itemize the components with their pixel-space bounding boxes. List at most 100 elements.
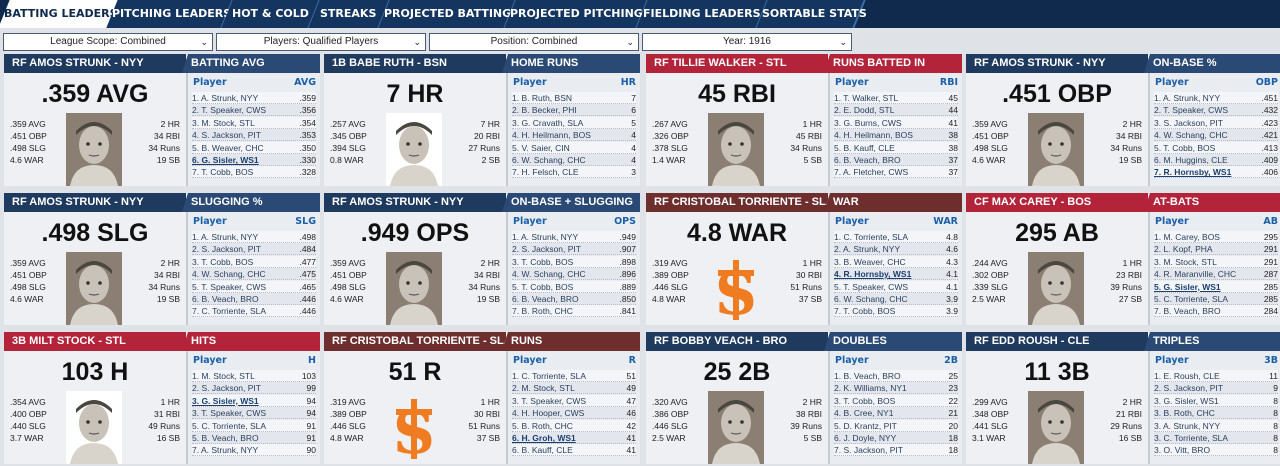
leaderboard-row[interactable]: 7. B. Roth, CHC .841 xyxy=(512,305,636,318)
leader-name[interactable]: 1. A. Strunk, NYY xyxy=(1154,93,1221,103)
leaderboard-row[interactable]: 1. A. Strunk, NYY .949 xyxy=(512,231,636,243)
leader-name[interactable]: 3. G. Sisler, WS1 xyxy=(192,395,259,406)
leaderboard-row[interactable]: 5. B. Veach, BRO 91 xyxy=(192,432,316,444)
leaderboard-row[interactable]: 7. T. Cobb, BOS .328 xyxy=(192,166,316,179)
leaderboard-row[interactable]: 6. J. Doyle, NYY 18 xyxy=(834,432,958,444)
leader-name[interactable]: 6. H. Groh, WS1 xyxy=(512,433,576,443)
leaderboard-row[interactable]: 6. B. Kauff, CLE 41 xyxy=(512,444,636,457)
leader-name[interactable]: 4. W. Schang, CHC xyxy=(192,269,266,280)
leaderboard-row[interactable]: 6. W. Schang, CHC 4 xyxy=(512,154,636,166)
leader-name[interactable]: 3. O. Vitt, BRO xyxy=(1154,445,1211,456)
leaderboard-row[interactable]: 2. B. Becker, PHI 6 xyxy=(512,104,636,117)
leaderboard-row[interactable]: 6. G. Sisler, WS1 .330 xyxy=(192,154,316,166)
leaderboard-row[interactable]: 1. B. Ruth, BSN 7 xyxy=(512,92,636,104)
leaderboard-row[interactable]: 4. R. Maranville, CHC 287 xyxy=(1154,268,1278,281)
stat-column-header[interactable]: 3B xyxy=(1264,355,1278,366)
leader-name[interactable]: 3. M. Stock, STL xyxy=(1154,256,1217,267)
leader-name[interactable]: 3. B. Roth, CHC xyxy=(1154,408,1215,419)
leader-name[interactable]: 7. B. Roth, CHC xyxy=(512,306,573,317)
leaderboard-row[interactable]: 3. G. Cravath, SLA 5 xyxy=(512,116,636,129)
leaderboard-row[interactable]: 1. A. Strunk, NYY .498 xyxy=(192,231,316,243)
leaderboard-row[interactable]: 7. A. Fletcher, CWS 37 xyxy=(834,166,958,179)
player-column-header[interactable]: Player xyxy=(1155,216,1189,227)
leader-name[interactable]: 1. A. Strunk, NYY xyxy=(512,232,579,242)
leaderboard-row[interactable]: 3. G. Burns, CWS 41 xyxy=(834,116,958,129)
leader-name[interactable]: 2. E. Dodd, STL xyxy=(834,105,895,116)
player-name-header[interactable]: RF AMOS STRUNK - NYY xyxy=(966,54,1148,73)
leaderboard-row[interactable]: 6. M. Huggins, CLE .409 xyxy=(1154,154,1278,166)
stat-column-header[interactable]: SLG xyxy=(295,216,316,227)
player-name-header[interactable]: RF EDD ROUSH - CLE xyxy=(966,332,1148,351)
leader-name[interactable]: 1. T. Walker, STL xyxy=(834,93,899,103)
leaderboard-row[interactable]: 1. M. Carey, BOS 295 xyxy=(1154,231,1278,243)
leaderboard-row[interactable]: 6. B. Veach, BRO .850 xyxy=(512,293,636,305)
leaderboard-row[interactable]: 3. T. Cobb, BOS .477 xyxy=(192,255,316,268)
leaderboard-row[interactable]: 5. C. Torriente, SLA 285 xyxy=(1154,293,1278,305)
leaderboard-row[interactable]: 2. T. Speaker, CWS .356 xyxy=(192,104,316,117)
leaderboard-row[interactable]: 5. T. Cobb, BOS .413 xyxy=(1154,141,1278,154)
leader-name[interactable]: 1. C. Torriente, SLA xyxy=(834,232,909,242)
player-name-header[interactable]: RF AMOS STRUNK - NYY xyxy=(4,54,186,73)
leader-name[interactable]: 2. B. Becker, PHI xyxy=(512,105,577,116)
leader-name[interactable]: 3. G. Sisler, WS1 xyxy=(1154,395,1219,406)
stat-column-header[interactable]: 2B xyxy=(944,355,958,366)
leader-name[interactable]: 6. M. Huggins, CLE xyxy=(1154,155,1228,165)
leaderboard-row[interactable]: 5. T. Cobb, BOS .889 xyxy=(512,280,636,293)
player-name-header[interactable]: RF CRISTOBAL TORRIENTE - SLA xyxy=(324,332,506,351)
stat-column-header[interactable]: AVG xyxy=(294,77,316,88)
leaderboard-row[interactable]: 7. R. Hornsby, WS1 .406 xyxy=(1154,166,1278,179)
leaderboard-row[interactable]: 5. T. Speaker, CWS 4.1 xyxy=(834,280,958,293)
leader-name[interactable]: 7. T. Cobb, BOS xyxy=(192,167,254,178)
leader-name[interactable]: 2. S. Jackson, PIT xyxy=(1154,383,1223,394)
player-column-header[interactable]: Player xyxy=(193,216,227,227)
leaderboard-row[interactable]: 4. H. Heilmann, BOS 38 xyxy=(834,129,958,142)
tab-batting-leaders[interactable]: BATTING LEADERS xyxy=(0,0,120,28)
leaderboard-row[interactable]: 7. B. Veach, BRO 284 xyxy=(1154,305,1278,318)
player-name-header[interactable]: RF TILLIE WALKER - STL xyxy=(646,54,828,73)
leaderboard-row[interactable]: 3. C. Torriente, SLA 8 xyxy=(1154,432,1278,444)
leader-name[interactable]: 6. B. Veach, BRO xyxy=(834,155,901,165)
leader-name[interactable]: 7. R. Hornsby, WS1 xyxy=(1154,167,1232,178)
leaderboard-row[interactable]: 4. H. Hooper, CWS 46 xyxy=(512,407,636,420)
leader-name[interactable]: 3. T. Speaker, CWS xyxy=(512,395,587,406)
leader-name[interactable]: 7. C. Torriente, SLA xyxy=(192,306,267,317)
leaderboard-row[interactable]: 3. M. Stock, STL 291 xyxy=(1154,255,1278,268)
leader-name[interactable]: 6. B. Veach, BRO xyxy=(512,294,579,304)
leaderboard-row[interactable]: 3. M. Stock, STL .354 xyxy=(192,116,316,129)
leader-name[interactable]: 6. J. Doyle, NYY xyxy=(834,433,897,443)
leader-name[interactable]: 5. B. Veach, BRO xyxy=(192,433,259,443)
leader-name[interactable]: 5. C. Torriente, SLA xyxy=(1154,294,1229,304)
leaderboard-row[interactable]: 3. T. Cobb, BOS .898 xyxy=(512,255,636,268)
leaderboard-row[interactable]: 4. B. Cree, NY1 21 xyxy=(834,407,958,420)
leader-name[interactable]: 5. C. Torriente, SLA xyxy=(192,420,267,431)
stat-column-header[interactable]: OBP xyxy=(1255,77,1278,88)
leaderboard-row[interactable]: 3. S. Jackson, PIT .423 xyxy=(1154,116,1278,129)
leader-name[interactable]: 4. H. Hooper, CWS xyxy=(512,408,585,419)
leaderboard-row[interactable]: 1. B. Veach, BRO 25 xyxy=(834,370,958,382)
leader-name[interactable]: 1. M. Carey, BOS xyxy=(1154,232,1220,242)
leader-name[interactable]: 4. W. Schang, CHC xyxy=(1154,130,1228,141)
leaderboard-row[interactable]: 5. C. Torriente, SLA 91 xyxy=(192,419,316,432)
player-column-header[interactable]: Player xyxy=(513,355,547,366)
player-name-header[interactable]: 1B BABE RUTH - BSN xyxy=(324,54,506,73)
tab-projected-batting[interactable]: PROJECTED BATTING xyxy=(378,0,517,28)
leaderboard-row[interactable]: 5. T. Speaker, CWS .465 xyxy=(192,280,316,293)
position-select[interactable]: Position: Combined ⌄ xyxy=(429,33,639,51)
leaderboard-row[interactable]: 3. B. Roth, CHC 8 xyxy=(1154,407,1278,420)
stat-column-header[interactable]: HR xyxy=(620,77,636,88)
leader-name[interactable]: 2. A. Strunk, NYY xyxy=(834,244,901,255)
leader-name[interactable]: 7. A. Strunk, NYY xyxy=(192,445,259,456)
player-name-header[interactable]: RF AMOS STRUNK - NYY xyxy=(4,193,186,212)
leaderboard-row[interactable]: 2. S. Jackson, PIT 99 xyxy=(192,382,316,395)
leader-name[interactable]: 5. D. Krantz, PIT xyxy=(834,420,897,431)
leader-name[interactable]: 3. G. Burns, CWS xyxy=(834,117,902,128)
leaderboard-row[interactable]: 3. A. Strunk, NYY 8 xyxy=(1154,419,1278,432)
player-column-header[interactable]: Player xyxy=(513,216,547,227)
leaderboard-row[interactable]: 5. D. Krantz, PIT 20 xyxy=(834,419,958,432)
players-select[interactable]: Players: Qualified Players ⌄ xyxy=(216,33,426,51)
stat-column-header[interactable]: H xyxy=(308,355,316,366)
leader-name[interactable]: 5. V. Saier, CIN xyxy=(512,142,570,153)
leader-name[interactable]: 6. W. Schang, CHC xyxy=(834,294,908,304)
player-column-header[interactable]: Player xyxy=(835,355,869,366)
leaderboard-row[interactable]: 6. H. Groh, WS1 41 xyxy=(512,432,636,444)
